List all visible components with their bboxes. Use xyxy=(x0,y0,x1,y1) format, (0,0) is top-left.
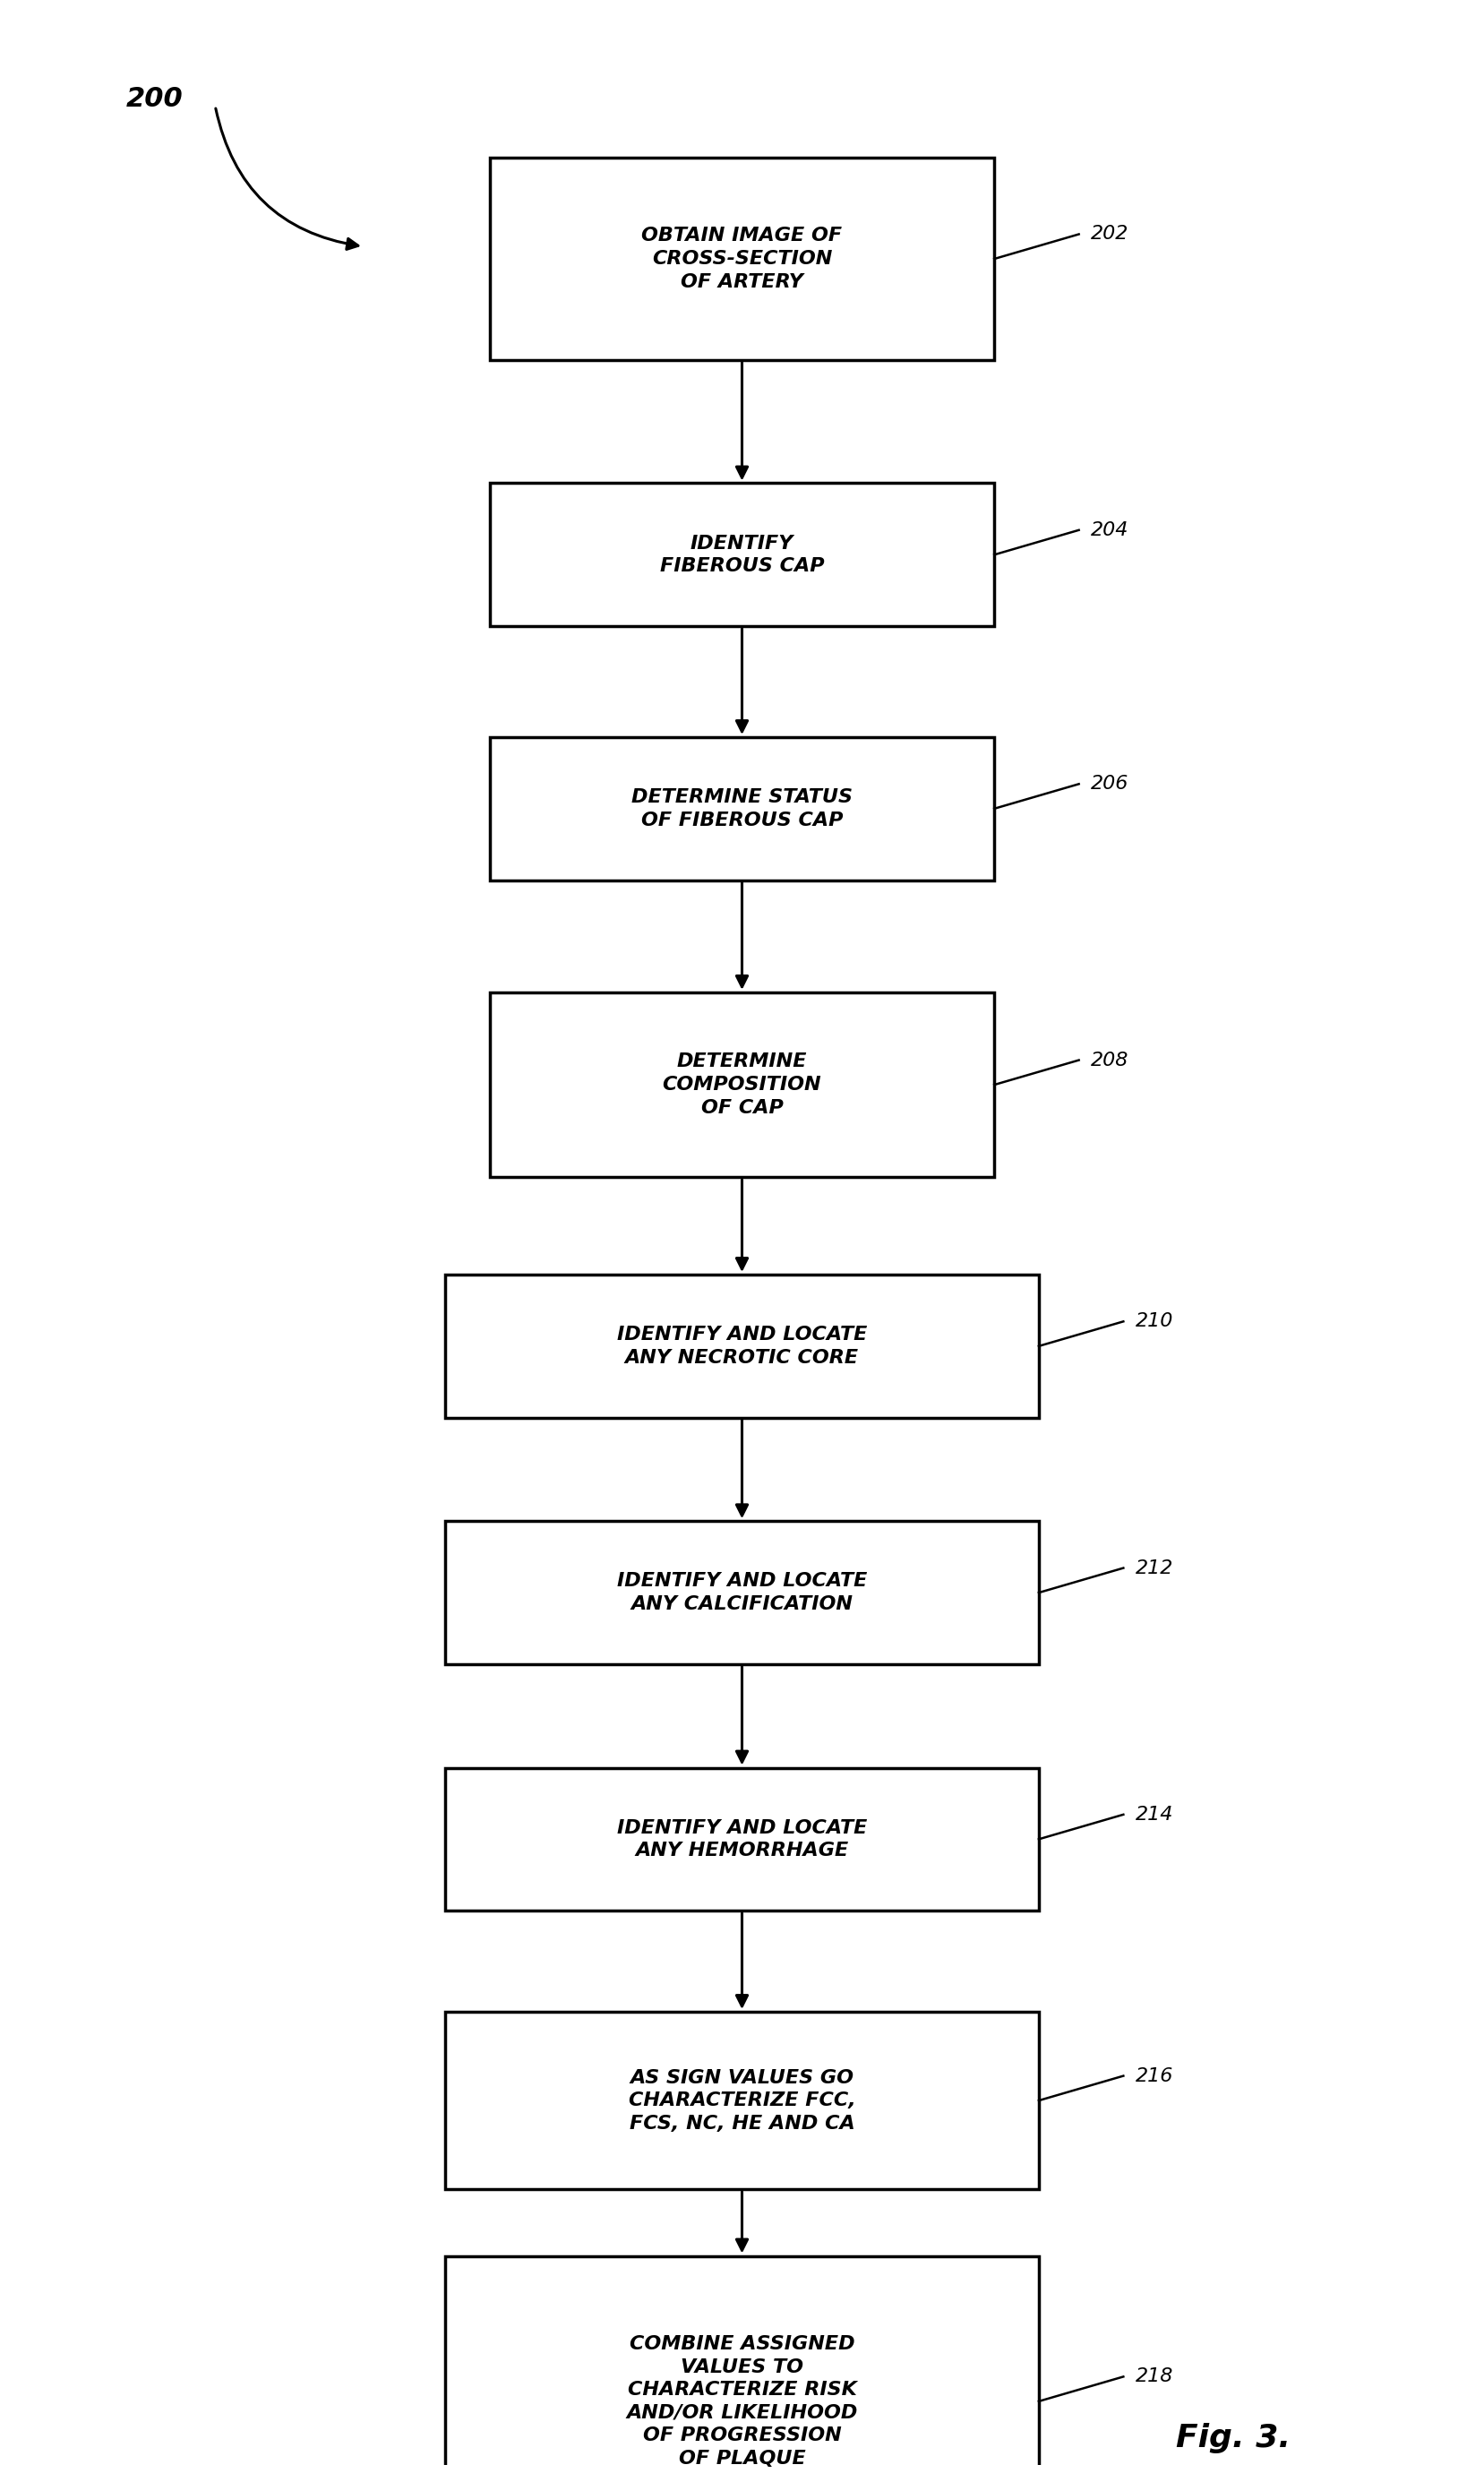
Text: IDENTIFY AND LOCATE
ANY NECROTIC CORE: IDENTIFY AND LOCATE ANY NECROTIC CORE xyxy=(617,1325,867,1368)
Text: 218: 218 xyxy=(1135,2368,1174,2385)
Text: 202: 202 xyxy=(1091,226,1129,243)
FancyBboxPatch shape xyxy=(445,1276,1039,1417)
Text: 216: 216 xyxy=(1135,2068,1174,2085)
Text: DETERMINE
COMPOSITION
OF CAP: DETERMINE COMPOSITION OF CAP xyxy=(662,1052,822,1117)
FancyBboxPatch shape xyxy=(445,1767,1039,1911)
Text: AS SIGN VALUES GO
CHARACTERIZE FCC,
FCS, NC, HE AND CA: AS SIGN VALUES GO CHARACTERIZE FCC, FCS,… xyxy=(628,2068,856,2132)
FancyBboxPatch shape xyxy=(490,159,994,360)
FancyBboxPatch shape xyxy=(445,2256,1039,2482)
FancyBboxPatch shape xyxy=(490,484,994,625)
Text: OBTAIN IMAGE OF
CROSS-SECTION
OF ARTERY: OBTAIN IMAGE OF CROSS-SECTION OF ARTERY xyxy=(641,226,843,290)
Text: 212: 212 xyxy=(1135,1559,1174,1576)
Text: IDENTIFY
FIBEROUS CAP: IDENTIFY FIBEROUS CAP xyxy=(660,534,824,576)
Text: IDENTIFY AND LOCATE
ANY HEMORRHAGE: IDENTIFY AND LOCATE ANY HEMORRHAGE xyxy=(617,1819,867,1859)
Text: 204: 204 xyxy=(1091,521,1129,539)
FancyBboxPatch shape xyxy=(445,1521,1039,1663)
Text: 214: 214 xyxy=(1135,1804,1174,1824)
Text: 206: 206 xyxy=(1091,774,1129,792)
FancyBboxPatch shape xyxy=(490,993,994,1176)
Text: Fig. 3.: Fig. 3. xyxy=(1177,2422,1291,2452)
Text: 208: 208 xyxy=(1091,1052,1129,1070)
Text: 210: 210 xyxy=(1135,1313,1174,1330)
FancyBboxPatch shape xyxy=(445,2013,1039,2189)
Text: COMBINE ASSIGNED
VALUES TO
CHARACTERIZE RISK
AND/OR LIKELIHOOD
OF PROGRESSION
OF: COMBINE ASSIGNED VALUES TO CHARACTERIZE … xyxy=(626,2336,858,2467)
FancyArrowPatch shape xyxy=(215,109,358,248)
FancyBboxPatch shape xyxy=(490,737,994,881)
Text: IDENTIFY AND LOCATE
ANY CALCIFICATION: IDENTIFY AND LOCATE ANY CALCIFICATION xyxy=(617,1571,867,1613)
Text: 200: 200 xyxy=(126,87,183,112)
Text: DETERMINE STATUS
OF FIBEROUS CAP: DETERMINE STATUS OF FIBEROUS CAP xyxy=(631,789,853,829)
